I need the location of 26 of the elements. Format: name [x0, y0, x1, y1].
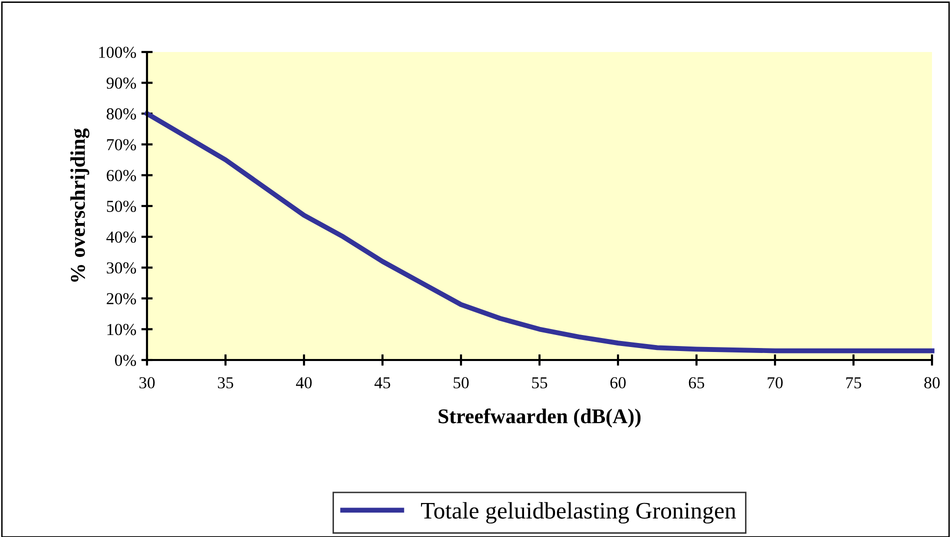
y-tick-label: 90%: [106, 78, 136, 89]
y-tick-label: 70%: [107, 139, 136, 150]
x-axis-title: Streefwaarden (dB(A)): [438, 408, 641, 428]
x-tick-label: 40: [296, 377, 312, 388]
line-series: [144, 111, 934, 354]
x-tick-label: 60: [610, 377, 626, 388]
x-tick-label: 70: [768, 377, 783, 388]
y-tick-label: 30%: [106, 262, 136, 274]
y-tick-label: 20%: [106, 293, 136, 304]
y-axis-title: % overschrijding: [70, 128, 90, 282]
x-tick-label: 65: [688, 377, 704, 388]
legend-label: Totale geluidbelasting Groningen: [421, 502, 736, 524]
y-tick-label: 50%: [107, 200, 136, 212]
y-tick-label: 40%: [106, 232, 136, 243]
y-tick-label: 0%: [115, 354, 136, 366]
y-tick-label: 80%: [106, 108, 136, 120]
x-tick-label: 80: [924, 377, 940, 388]
x-tick-label: 55: [532, 377, 548, 388]
x-tick-label: 75: [846, 377, 862, 388]
x-tick-label: 35: [218, 377, 234, 388]
y-tick-label: 10%: [108, 324, 136, 336]
y-tick-label: 60%: [106, 170, 136, 182]
x-tick-label: 30: [139, 377, 155, 388]
x-tick-label: 45: [374, 377, 390, 388]
y-tick-label: 100%: [99, 46, 136, 58]
x-tick-label: 50: [454, 377, 469, 388]
